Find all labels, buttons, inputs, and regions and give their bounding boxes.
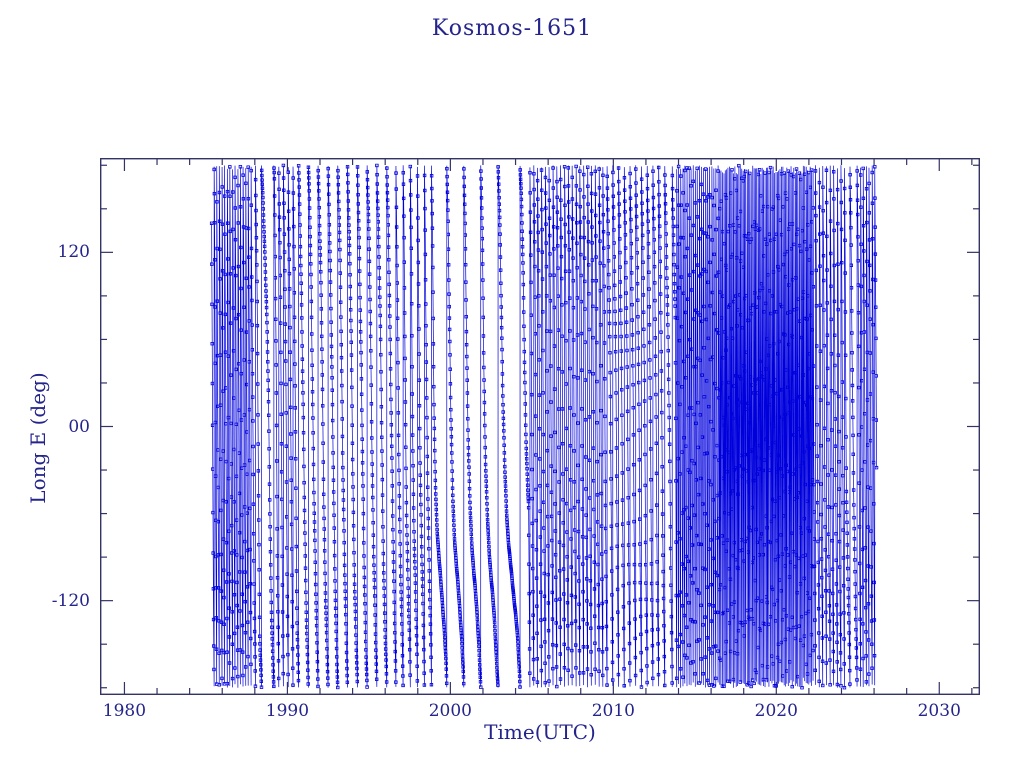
x-tick-label: 1980	[102, 701, 147, 721]
y-tick-label: 120	[57, 242, 90, 263]
x-tick-label: 1990	[265, 701, 310, 721]
x-tick-label: 2030	[917, 701, 961, 721]
plot-area	[100, 158, 980, 695]
chart-title: Kosmos-1651	[431, 16, 593, 41]
x-axis-label: Time(UTC)	[484, 720, 596, 744]
x-tick-label: 2010	[591, 701, 635, 721]
x-tick-label: 2000	[428, 701, 472, 721]
y-axis-label: Long E (deg)	[26, 372, 50, 504]
y-tick-label: -120	[51, 590, 90, 611]
x-tick-label: 2020	[754, 701, 798, 721]
y-tick-label: 00	[68, 416, 90, 437]
